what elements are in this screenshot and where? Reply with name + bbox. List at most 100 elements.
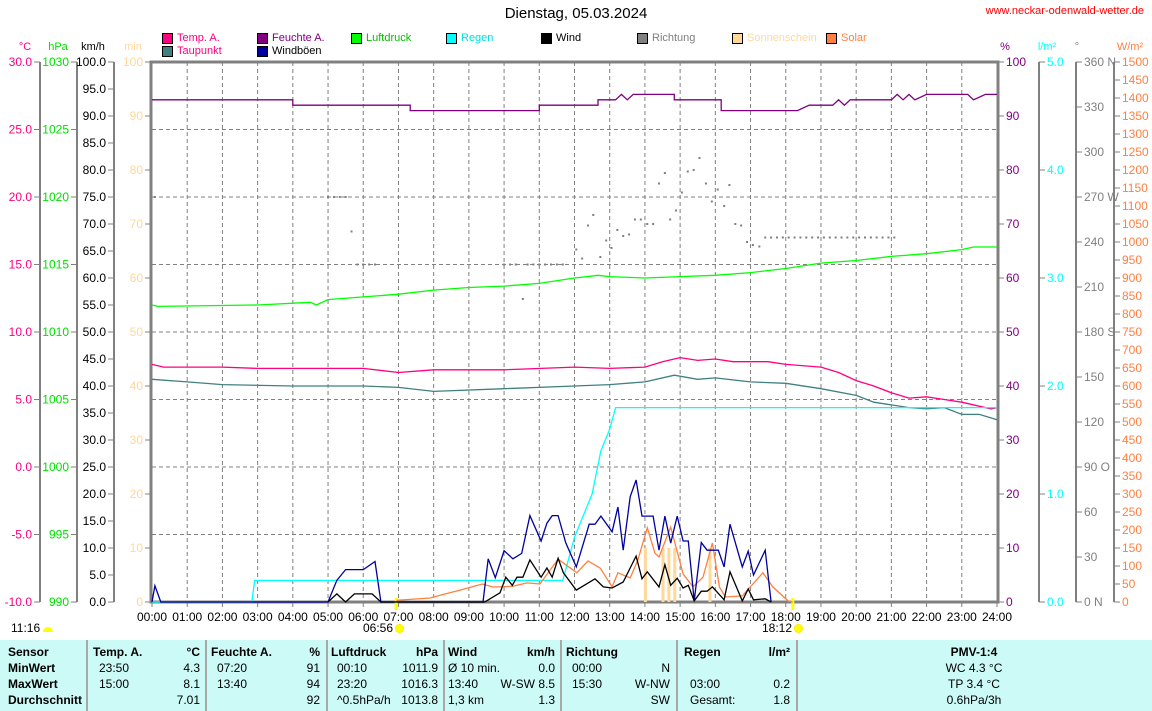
axis-tick-label: 50 <box>130 325 144 339</box>
dot-richtung <box>526 263 529 266</box>
cell-time: Ø 10 min. <box>448 661 501 675</box>
axis-tick-label: 1010 <box>42 325 69 339</box>
axis-tick-label: 0 <box>136 595 143 609</box>
dot-richtung <box>356 263 359 266</box>
axis-tick-label: 150 <box>1122 541 1142 555</box>
axis-tick-label: 400 <box>1122 451 1142 465</box>
axis-tick-label: 15.0 <box>83 514 107 528</box>
axis-tick-label: 1450 <box>1122 73 1149 87</box>
dot-richtung <box>846 236 849 239</box>
cell-value: 94 <box>306 677 320 691</box>
dot-richtung <box>514 263 517 266</box>
dot-richtung <box>610 247 613 249</box>
dot-richtung <box>373 263 376 266</box>
axis-tick-label: 4.0 <box>1047 163 1064 177</box>
dot-richtung <box>344 196 347 198</box>
dot-richtung <box>822 236 825 239</box>
axis-tick-label: 800 <box>1122 307 1142 321</box>
cell-value: 0.2 <box>773 677 790 691</box>
dot-richtung <box>775 236 778 239</box>
dot-richtung <box>728 184 731 186</box>
axis-tick-label: 10 <box>1006 541 1020 555</box>
axis-tick-label: 1015 <box>42 258 69 272</box>
dot-richtung <box>787 236 790 239</box>
axis-tick-label: 1400 <box>1122 91 1149 105</box>
bar-sonnenschein <box>661 548 665 602</box>
dot-richtung <box>751 244 754 246</box>
dot-richtung <box>538 263 541 266</box>
dot-richtung <box>616 229 619 231</box>
axis-tick-label: 1100 <box>1122 199 1148 213</box>
axis-tick-label: 1050 <box>1122 217 1149 231</box>
website-link[interactable]: www.neckar-odenwald-wetter.de <box>985 5 1144 17</box>
summary-table: Sensor MinWert MaxWert Durchschnitt Temp. A.… <box>0 640 1152 711</box>
dot-richtung <box>508 263 511 266</box>
axis-tick-label: 995 <box>49 528 69 542</box>
row-label: Durchschnitt <box>8 693 83 707</box>
axis-unit-hpa: hPa <box>48 41 68 53</box>
axis-tick-label: 1030 <box>42 55 69 69</box>
legend-label: Luftdruck <box>366 32 412 44</box>
header-sensor: Sensor <box>8 645 49 659</box>
column-unit: km/h <box>526 645 555 659</box>
sun-icon <box>396 625 404 632</box>
legend-swatch <box>732 32 743 44</box>
axis-tick-label: 270 W <box>1084 190 1119 204</box>
cell-value: 1011.9 <box>402 661 438 675</box>
axis-tick-label: 50.0 <box>83 325 107 339</box>
axis-tick-label: 600 <box>1122 379 1142 393</box>
day-length-value: 11:16 <box>11 621 41 635</box>
cell-value: 4.3 <box>183 661 200 675</box>
dot-richtung <box>639 218 642 221</box>
sunrise: 06:56 <box>363 621 404 635</box>
x-tick-label: 20:00 <box>841 610 871 624</box>
legend-item-sonnenschein: Sonnenschein <box>732 32 817 44</box>
legend-label: Taupunkt <box>177 45 222 57</box>
cell-value: W-NW <box>634 677 670 691</box>
legend-label: Regen <box>461 32 494 44</box>
sun-icon <box>795 625 803 632</box>
dot-richtung <box>532 263 535 266</box>
column-unit: l/m² <box>768 645 790 659</box>
axis-tick-label: -5.0 <box>11 528 32 542</box>
dot-richtung <box>599 256 602 258</box>
axis-tick-label: 30 <box>1006 433 1020 447</box>
cell-value: 1016.3 <box>401 677 438 691</box>
legend-label: Solar <box>841 32 867 44</box>
x-tick-label: 02:00 <box>207 610 237 624</box>
legend-label: Temp. A. <box>177 32 220 44</box>
dot-richtung <box>521 298 524 300</box>
axis-tick-label: -10.0 <box>5 595 33 609</box>
axis-tick-label: 5.0 <box>89 568 106 582</box>
dot-richtung <box>887 236 890 239</box>
dot-richtung <box>686 170 689 173</box>
axis-tick-label: 300 <box>1084 145 1104 159</box>
axis-tick-label: 1150 <box>1122 181 1148 195</box>
chart-title: Dienstag, 05.03.2024 <box>504 5 648 22</box>
pmv-value: TP 3.4 °C <box>948 677 1000 691</box>
cell-time: 03:00 <box>690 677 721 691</box>
axis-tick-label: 85.0 <box>83 136 107 150</box>
legend-swatch <box>257 45 268 57</box>
x-tick-label: 01:00 <box>172 610 202 624</box>
axis-tick-label: 30.0 <box>83 433 107 447</box>
series-line-feuchte-a- <box>152 93 997 112</box>
dot-richtung <box>669 218 672 221</box>
dot-richtung <box>332 196 335 198</box>
legend-label: Wind <box>556 32 582 44</box>
x-tick-label: 05:00 <box>313 610 343 624</box>
axis-tick-label: 0.0 <box>1047 595 1064 609</box>
axis-tick-label: 550 <box>1122 397 1142 411</box>
cell-time: ^0.5hPa/h <box>337 693 391 707</box>
axis-tick-label: 30 <box>130 433 144 447</box>
legend-swatch <box>637 32 648 44</box>
dot-richtung <box>811 236 814 239</box>
pmv-value: 0.6hPa/3h <box>946 693 1002 707</box>
dot-richtung <box>852 236 855 239</box>
axis-tick-label: 70.0 <box>83 217 107 231</box>
axis-tick-label: 0 <box>1006 595 1013 609</box>
dot-richtung <box>764 236 767 239</box>
legend-label: Sonnenschein <box>747 32 817 44</box>
series-line-temp-a- <box>151 356 998 410</box>
axis-tick-label: 1350 <box>1122 109 1149 123</box>
